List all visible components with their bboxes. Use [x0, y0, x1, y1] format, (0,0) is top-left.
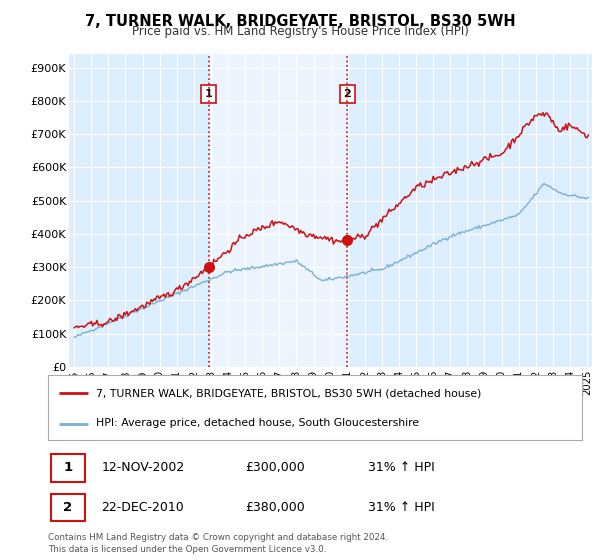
Text: 7, TURNER WALK, BRIDGEYATE, BRISTOL, BS30 5WH (detached house): 7, TURNER WALK, BRIDGEYATE, BRISTOL, BS3… — [96, 388, 481, 398]
Text: 12-NOV-2002: 12-NOV-2002 — [101, 461, 185, 474]
FancyBboxPatch shape — [50, 494, 85, 521]
Text: 31% ↑ HPI: 31% ↑ HPI — [368, 461, 435, 474]
Text: Contains HM Land Registry data © Crown copyright and database right 2024.
This d: Contains HM Land Registry data © Crown c… — [48, 533, 388, 554]
Text: Price paid vs. HM Land Registry's House Price Index (HPI): Price paid vs. HM Land Registry's House … — [131, 25, 469, 39]
Text: £380,000: £380,000 — [245, 501, 305, 514]
FancyBboxPatch shape — [50, 454, 85, 482]
Text: 31% ↑ HPI: 31% ↑ HPI — [368, 501, 435, 514]
Bar — [209, 54, 347, 367]
Text: 1: 1 — [64, 461, 73, 474]
Text: 7, TURNER WALK, BRIDGEYATE, BRISTOL, BS30 5WH: 7, TURNER WALK, BRIDGEYATE, BRISTOL, BS3… — [85, 14, 515, 29]
Text: 1: 1 — [205, 89, 212, 99]
Text: 2: 2 — [64, 501, 73, 514]
Text: 2: 2 — [343, 89, 351, 99]
Text: £300,000: £300,000 — [245, 461, 305, 474]
Text: HPI: Average price, detached house, South Gloucestershire: HPI: Average price, detached house, Sout… — [96, 418, 419, 428]
Text: 22-DEC-2010: 22-DEC-2010 — [101, 501, 184, 514]
